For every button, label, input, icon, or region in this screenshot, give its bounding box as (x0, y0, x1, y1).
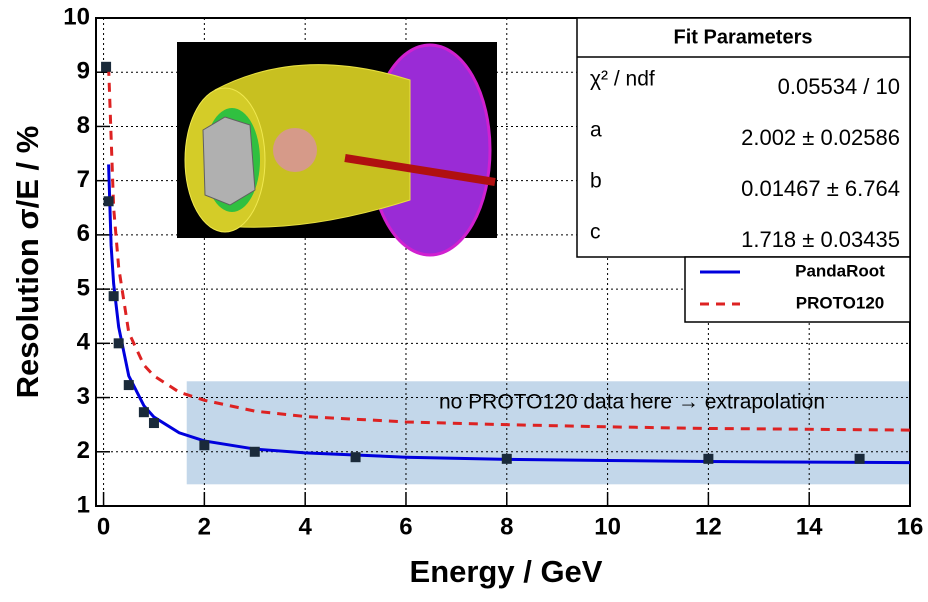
legend-label: PROTO120 (796, 293, 885, 312)
stats-box (576, 17, 911, 258)
data-point (148, 418, 159, 429)
x-tick-label: 6 (399, 513, 412, 540)
data-point (108, 291, 119, 302)
y-tick-label: 10 (63, 3, 90, 30)
data-point (103, 196, 114, 207)
data-point (138, 407, 149, 418)
y-axis-title: Resolution σ/E / % (10, 126, 45, 399)
y-tick-label: 4 (77, 329, 91, 356)
y-tick-label: 8 (77, 112, 90, 139)
extrapolation-band (186, 381, 910, 485)
y-tick-label: 3 (77, 383, 90, 410)
stats-value: 0.01467 ± 6.764 (741, 176, 900, 201)
x-tick-label: 2 (198, 513, 211, 540)
data-point (101, 61, 112, 72)
stats-value: 1.718 ± 0.03435 (741, 227, 900, 252)
x-tick-label: 4 (298, 513, 312, 540)
data-point (199, 440, 210, 451)
annotation: no PROTO120 data here → extrapolation (439, 391, 825, 414)
data-point (249, 446, 260, 457)
data-point (854, 453, 865, 464)
stats-value: 0.05534 / 10 (778, 74, 900, 99)
y-tick-label: 1 (77, 491, 90, 518)
core (202, 116, 256, 206)
stats-label: b (590, 170, 602, 193)
legend-label: PandaRoot (795, 261, 885, 280)
y-tick-label: 6 (77, 220, 90, 247)
x-axis-title: Energy / GeV (410, 554, 603, 589)
data-point (113, 338, 124, 349)
stats-label: a (590, 119, 602, 142)
series-line (107, 164, 911, 465)
x-tick-label: 14 (796, 513, 823, 540)
y-tick-label: 9 (77, 58, 90, 85)
glow (273, 128, 317, 172)
beam (344, 154, 496, 186)
stats-label: χ² / ndf (590, 68, 655, 91)
detector-image (177, 42, 497, 257)
data-point (123, 380, 134, 391)
data-point (350, 452, 361, 463)
data-point (703, 453, 714, 464)
series-line (107, 66, 911, 432)
x-tick-label: 12 (695, 513, 722, 540)
stats-label: c (590, 221, 601, 244)
y-tick-label: 5 (77, 274, 90, 301)
stats-title: Fit Parameters (674, 26, 813, 48)
x-tick-label: 10 (594, 513, 621, 540)
y-tick-label: 2 (77, 437, 90, 464)
data-point (501, 453, 512, 464)
x-tick-label: 0 (97, 513, 110, 540)
x-tick-label: 16 (897, 513, 924, 540)
y-tick-label: 7 (77, 166, 90, 193)
x-tick-label: 8 (500, 513, 513, 540)
stats-value: 2.002 ± 0.02586 (741, 125, 900, 150)
legend-box (684, 256, 911, 323)
